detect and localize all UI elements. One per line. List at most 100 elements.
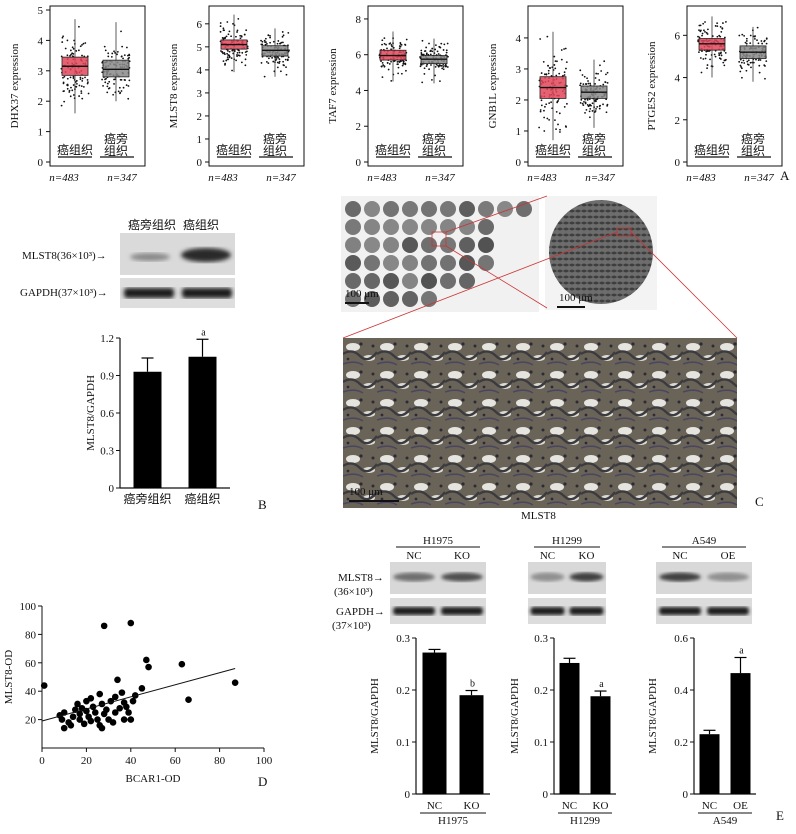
sample-point [605, 111, 608, 114]
x-tick-label: OE [733, 800, 748, 812]
sample-point [560, 49, 563, 51]
sample-point [120, 55, 123, 58]
sample-point [244, 58, 247, 61]
sample-point [594, 77, 597, 79]
regression-line [41, 667, 236, 722]
data-point [80, 720, 88, 728]
y-tick-label: 0.9 [100, 371, 114, 383]
sample-point [749, 34, 752, 37]
tissue-core [402, 255, 418, 271]
y-tick-label: 1 [38, 127, 44, 139]
blot-label-mlst8-e-mw: (36×10³) [334, 586, 373, 598]
sample-point [121, 45, 124, 48]
sample-point [707, 50, 710, 53]
sample-point [565, 67, 567, 70]
sample-point [380, 60, 382, 63]
sample-point [560, 58, 563, 61]
x-tick-label: 癌旁组织 [123, 491, 171, 506]
tissue-core [440, 237, 456, 253]
tissue-core [364, 237, 380, 253]
sample-point [602, 83, 605, 86]
sample-point [719, 25, 722, 28]
sample-point [584, 98, 586, 101]
sample-point [543, 130, 546, 132]
sample-point [442, 49, 445, 51]
y-tick-label: 40 [25, 686, 37, 698]
sample-point [64, 47, 67, 50]
sample-point [557, 123, 559, 126]
tissue-core [478, 201, 494, 217]
bar-癌旁组织 [133, 371, 162, 488]
sample-point [244, 64, 247, 67]
sample-point [763, 40, 766, 43]
y-tick-label: 3 [516, 64, 522, 76]
sample-point [761, 42, 764, 45]
sample-point [267, 62, 270, 65]
sample-point [587, 82, 590, 85]
y-tick-label: 8 [356, 14, 362, 26]
y-tick-label: 0.3 [534, 633, 548, 645]
x-label-adjacent-2: 组织 [104, 144, 128, 158]
sample-point [72, 84, 75, 86]
sample-point [565, 85, 568, 87]
n-normal: n=347 [266, 172, 296, 184]
sample-point [264, 37, 267, 40]
sample-point [239, 37, 242, 40]
sample-point [442, 65, 445, 68]
sample-point [547, 64, 549, 67]
x-tick-label: NC [562, 800, 577, 812]
sample-point [420, 53, 423, 56]
sample-point [559, 128, 561, 131]
data-point [145, 663, 152, 671]
sample-point [725, 21, 727, 23]
sample-point [721, 27, 724, 30]
sample-point [61, 41, 64, 43]
sample-point [744, 41, 747, 44]
sample-point [71, 55, 74, 57]
sample-point [739, 64, 742, 67]
tissue-core [516, 201, 532, 217]
sample-point [404, 44, 407, 46]
sample-point [284, 58, 287, 61]
sample-point [582, 104, 585, 107]
sample-point [443, 43, 446, 46]
sample-point [72, 52, 75, 55]
sample-point [390, 60, 392, 63]
sample-point [724, 51, 727, 54]
normal-box [102, 59, 130, 78]
sample-point [269, 34, 271, 37]
panel-b-bar-chart: 0 0.3 0.6 0.9 1.2 MLST8/GAPDH 癌旁组织 a 癌组织 [85, 327, 230, 506]
sample-point [269, 41, 272, 44]
tissue-core [383, 291, 399, 307]
tissue-core [364, 273, 380, 289]
sample-point [716, 35, 719, 38]
tissue-core [459, 255, 475, 271]
sample-point [539, 109, 542, 111]
sample-point [558, 72, 561, 75]
data-point [143, 656, 150, 664]
sample-point [706, 67, 708, 70]
sample-point [224, 53, 226, 56]
bar-chart-b: 0 0.3 0.6 0.9 1.2 MLST8/GAPDH 癌旁组织 a 癌组织 [85, 327, 230, 506]
scale-bar-2 [557, 306, 585, 308]
sample-point [431, 47, 434, 50]
sample-point [420, 63, 423, 66]
sample-point [430, 64, 432, 66]
sample-point [128, 54, 131, 57]
tissue-core [421, 273, 437, 289]
sample-point [745, 69, 748, 72]
sample-point [556, 60, 558, 63]
group-label: H1299 [570, 815, 600, 827]
sample-point [62, 35, 65, 38]
western-blot-mlst8 [120, 233, 235, 275]
sample-point [239, 34, 242, 37]
x-tick-label: 0 [39, 755, 45, 767]
sample-point [741, 76, 743, 79]
bar-NC [699, 734, 720, 794]
sample-point [545, 73, 548, 76]
sample-point [605, 73, 607, 76]
sample-point [704, 21, 706, 23]
tissue-core [478, 255, 494, 271]
sample-point [82, 42, 85, 45]
